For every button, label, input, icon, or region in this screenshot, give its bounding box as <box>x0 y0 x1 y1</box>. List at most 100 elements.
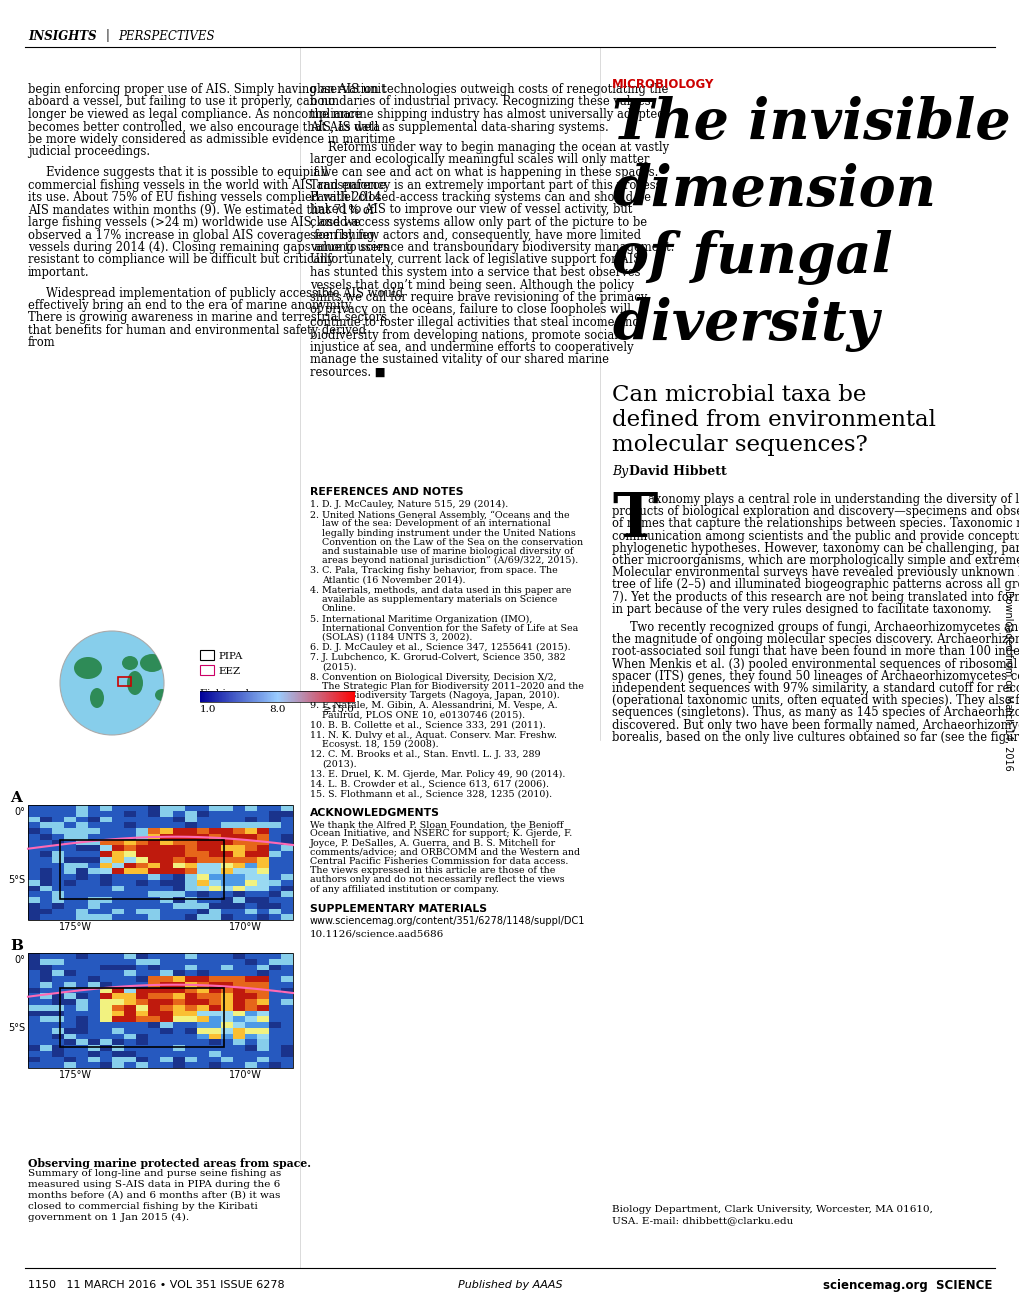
Text: boundaries of industrial privacy. Recognizing these values,: boundaries of industrial privacy. Recogn… <box>310 95 653 108</box>
Bar <box>28 1016 40 1022</box>
Bar <box>124 1016 137 1022</box>
Bar <box>28 1028 40 1033</box>
Bar <box>112 1033 124 1040</box>
Bar <box>209 886 220 891</box>
Bar <box>209 896 220 903</box>
Bar <box>269 993 280 999</box>
Bar <box>88 822 100 827</box>
Bar <box>172 880 184 886</box>
Bar <box>254 691 255 702</box>
Bar <box>88 857 100 863</box>
Bar <box>149 805 160 810</box>
Bar <box>209 981 220 988</box>
Bar <box>197 851 209 857</box>
Bar <box>299 691 300 702</box>
Text: Ecosyst. 18, 159 (2008).: Ecosyst. 18, 159 (2008). <box>322 740 438 749</box>
Text: A: A <box>10 791 21 805</box>
Circle shape <box>60 631 164 735</box>
Text: Parallel closed-access tracking systems can and should be: Parallel closed-access tracking systems … <box>310 192 650 205</box>
Bar <box>184 868 197 874</box>
Bar <box>305 691 307 702</box>
Bar <box>88 891 100 896</box>
Bar <box>302 691 303 702</box>
Bar <box>124 886 137 891</box>
Bar <box>245 915 257 920</box>
Bar <box>100 1057 112 1062</box>
Bar <box>232 915 245 920</box>
Bar <box>345 691 346 702</box>
Bar <box>257 874 269 880</box>
Bar <box>112 891 124 896</box>
Bar <box>280 988 292 993</box>
Bar <box>322 691 323 702</box>
Bar <box>270 691 271 702</box>
Bar <box>257 988 269 993</box>
Bar <box>64 1050 76 1057</box>
Text: The Strategic Plan for Biodiversity 2011–2020 and the: The Strategic Plan for Biodiversity 2011… <box>322 681 583 691</box>
Bar <box>60 839 224 899</box>
Text: Fishing days: Fishing days <box>200 689 266 698</box>
Bar <box>64 1045 76 1050</box>
Text: seen by few actors and, consequently, have more limited: seen by few actors and, consequently, ha… <box>310 228 641 241</box>
Text: AIS mandates within months (9). We estimated that 71% of: AIS mandates within months (9). We estim… <box>28 203 374 216</box>
Bar <box>112 827 124 834</box>
Bar <box>285 691 287 702</box>
Bar <box>329 691 330 702</box>
Bar <box>137 981 149 988</box>
Bar <box>40 1011 52 1016</box>
Bar <box>269 1022 280 1028</box>
Bar <box>220 896 232 903</box>
Bar <box>336 691 337 702</box>
Bar <box>64 1011 76 1016</box>
Bar <box>64 976 76 981</box>
Bar <box>172 976 184 981</box>
Bar <box>100 868 112 874</box>
Bar <box>269 1011 280 1016</box>
Text: the magnitude of ongoing molecular species discovery. Archaeorhizomycetes are: the magnitude of ongoing molecular speci… <box>611 633 1019 646</box>
Bar <box>307 691 308 702</box>
Bar <box>52 1011 64 1016</box>
Text: 1150   11 MARCH 2016 • VOL 351 ISSUE 6278: 1150 11 MARCH 2016 • VOL 351 ISSUE 6278 <box>28 1280 284 1290</box>
Text: tree of life (2–5) and illuminated biogeographic patterns across all groups of f: tree of life (2–5) and illuminated bioge… <box>611 579 1019 592</box>
Bar <box>52 880 64 886</box>
Bar <box>232 839 245 846</box>
Bar <box>76 851 88 857</box>
Bar <box>40 851 52 857</box>
Text: Biology Department, Clark University, Worcester, MA 01610,: Biology Department, Clark University, Wo… <box>611 1205 932 1214</box>
Bar <box>184 1028 197 1033</box>
Bar <box>160 1005 172 1011</box>
Bar <box>208 691 210 702</box>
Bar <box>88 1033 100 1040</box>
Bar <box>160 863 172 868</box>
Text: areas beyond national jurisdiction” (A/69/322, 2015).: areas beyond national jurisdiction” (A/6… <box>322 556 578 566</box>
Bar <box>257 1062 269 1068</box>
Bar <box>243 691 244 702</box>
Bar <box>220 1033 232 1040</box>
Bar <box>232 1045 245 1050</box>
Bar <box>40 988 52 993</box>
Bar <box>160 1040 172 1045</box>
Bar <box>208 691 209 702</box>
Bar <box>209 851 220 857</box>
Bar <box>112 839 124 846</box>
Text: The views expressed in this article are those of the: The views expressed in this article are … <box>310 866 554 876</box>
Text: has stunted this system into a service that best observes: has stunted this system into a service t… <box>310 266 640 279</box>
Bar <box>137 1033 149 1040</box>
Bar <box>220 810 232 817</box>
Text: (operational taxonomic units, often equated with species). They also found 95 un: (operational taxonomic units, often equa… <box>611 694 1019 708</box>
Text: 175°W: 175°W <box>59 923 92 932</box>
Bar <box>258 691 259 702</box>
Bar <box>40 863 52 868</box>
Bar <box>28 846 40 851</box>
Text: observation technologies outweigh costs of renegotiating the: observation technologies outweigh costs … <box>310 83 667 96</box>
Bar <box>292 691 294 702</box>
Bar <box>100 976 112 981</box>
Bar <box>232 834 245 839</box>
Bar <box>100 971 112 976</box>
Bar <box>124 988 137 993</box>
Bar <box>184 993 197 999</box>
Bar <box>172 827 184 834</box>
Bar <box>28 1011 40 1016</box>
Bar <box>297 691 298 702</box>
Bar <box>245 1033 257 1040</box>
